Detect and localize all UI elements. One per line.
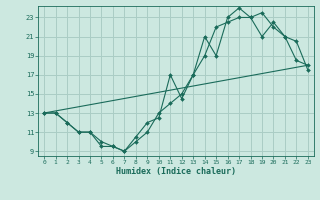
- X-axis label: Humidex (Indice chaleur): Humidex (Indice chaleur): [116, 167, 236, 176]
